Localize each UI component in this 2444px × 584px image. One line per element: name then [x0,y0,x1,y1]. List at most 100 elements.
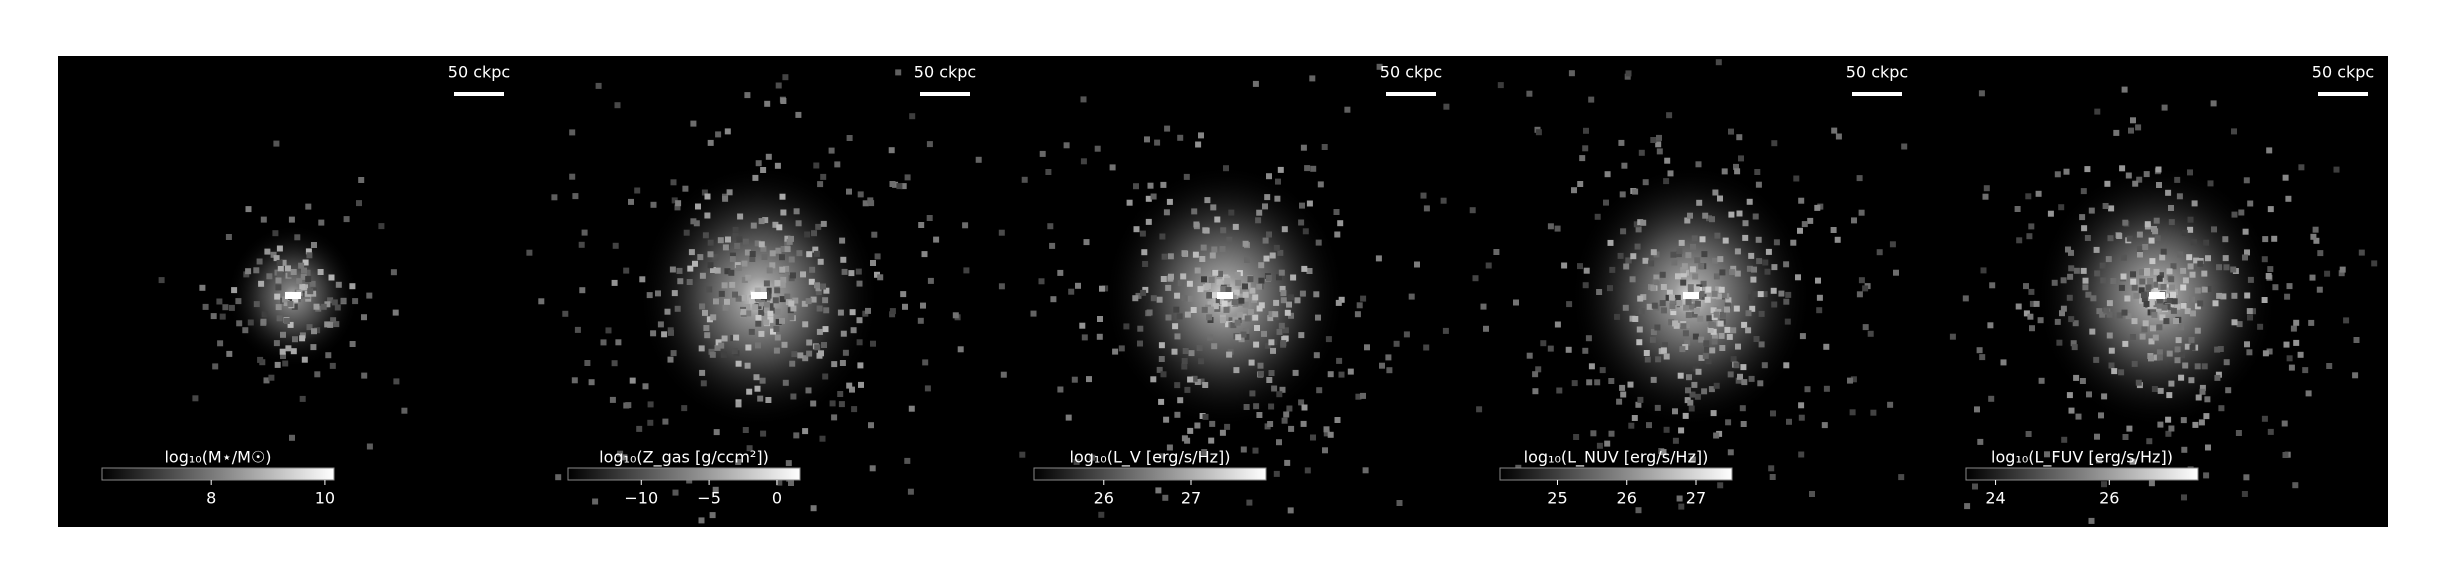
pixel [1582,282,1589,289]
pixel [2090,295,2097,302]
pixel [1215,297,1222,304]
pixel [1191,208,1198,215]
pixel [1898,474,1905,481]
pixel [1021,176,1028,183]
pixel [1540,340,1547,347]
pixel [874,253,881,260]
pixel [1206,292,1213,298]
pixel [1224,278,1231,284]
pixel [998,283,1005,290]
pixel [1982,193,1989,200]
pixel [574,326,581,333]
pixel [745,344,752,351]
pixel [2132,180,2139,187]
core [285,292,301,299]
pixel [1288,425,1295,432]
pixel [724,128,731,135]
pixel [1316,387,1323,394]
pixel [1750,276,1757,283]
pixel [1159,233,1166,240]
pixel [2155,166,2162,173]
pixel [2108,362,2115,369]
pixel [1702,352,1709,359]
pixel [2343,317,2350,324]
pixel [324,301,331,308]
pixel [314,371,321,378]
pixel [677,278,684,285]
pixel [1680,267,1687,274]
pixel [2160,283,2167,290]
pixel [2215,371,2222,378]
pixel [728,269,735,276]
pixel [1334,231,1341,238]
pixel [1725,297,1732,304]
pixel [784,246,791,253]
pixel [2282,174,2289,181]
pixel [2129,458,2136,465]
pixel [760,167,767,173]
pixel [318,219,325,226]
pixel [1283,411,1290,418]
pixel [1212,292,1218,299]
pixel [1708,322,1715,328]
pixel [686,279,693,285]
pixel [735,459,742,465]
pixel [718,342,725,349]
pixel [765,153,772,160]
pixel [1273,244,1280,251]
pixel [192,395,199,402]
pixel [1682,412,1689,419]
pixel [1253,341,1260,348]
pixel [2139,269,2145,276]
pixel [857,191,864,198]
pixel [765,397,772,403]
pixel [813,162,820,169]
colorbar-label: log₁₀(L_FUV [erg/s/Hz]) [1991,448,2173,468]
pixel [1216,279,1223,286]
pixel [726,189,733,196]
pixel [791,351,798,358]
pixel [1640,294,1647,301]
pixel [1362,467,1369,474]
pixel [1856,291,1863,298]
pixel [1733,362,1740,369]
pixel [1614,313,1621,320]
pixel [2201,270,2208,277]
pixel [816,305,823,312]
pixel [1694,393,1701,400]
pixel [1526,90,1533,97]
pixel [2190,239,2197,246]
pixel [1678,503,1685,510]
pixel [2214,374,2221,381]
pixel [1147,182,1154,189]
pixel [328,274,335,281]
pixel [1949,333,1956,340]
pixel [2088,517,2095,524]
pixel [2152,334,2159,341]
pixel [1268,403,1275,410]
pixel [698,517,705,524]
pixel [260,318,267,325]
pixel [868,200,875,207]
pixel [874,271,880,278]
pixel [1275,178,1281,185]
pixel [855,268,862,275]
core [1217,292,1233,299]
pixel [296,278,303,285]
pixel [2166,268,2173,275]
pixel [1233,367,1240,374]
pixel [1823,343,1830,350]
pixel [1300,144,1307,151]
pixel [2147,278,2154,284]
pixel [1676,248,1683,254]
pixel [1271,385,1278,392]
pixel [1669,303,1676,309]
pixel [1150,295,1157,302]
pixel [2262,236,2269,243]
pixel [1483,325,1489,332]
pixel [1282,335,1289,342]
pixel [1694,257,1701,264]
pixel [2187,263,2194,270]
pixel [1604,171,1611,178]
pixel [754,385,761,392]
